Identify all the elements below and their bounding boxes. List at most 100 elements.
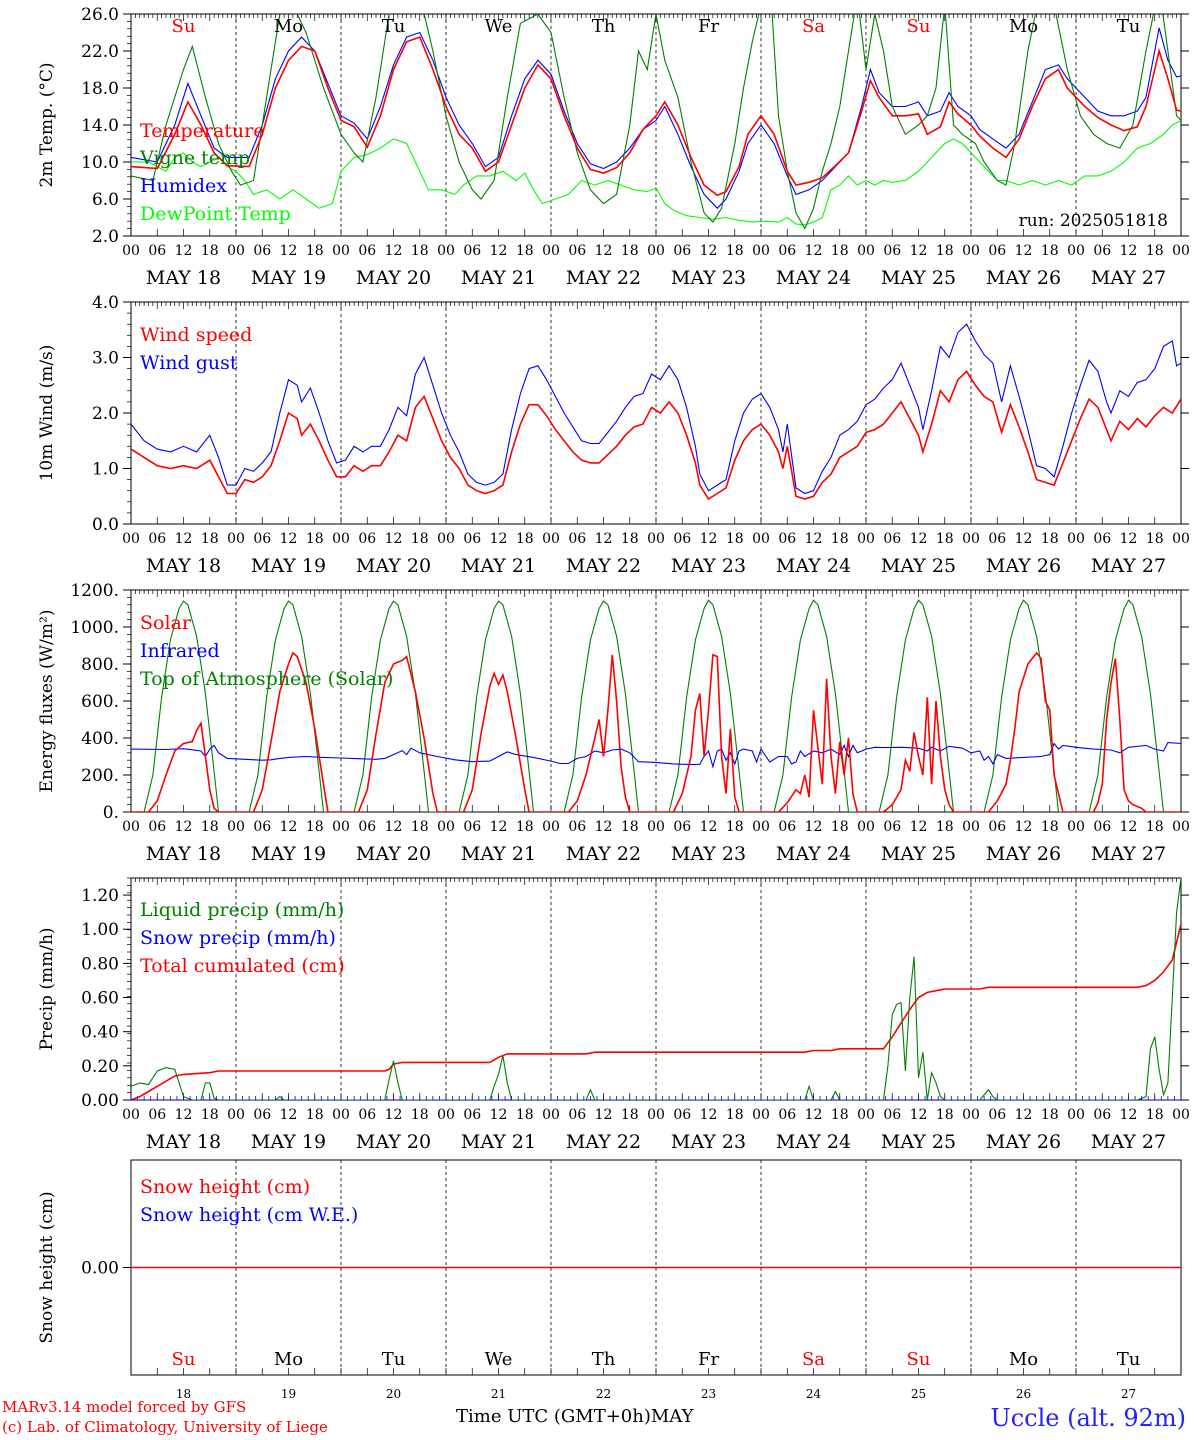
x-tick-label: 00 (542, 243, 560, 259)
x-tick-label: 12 (1120, 531, 1138, 547)
legend-entry: Temperature (140, 120, 264, 142)
x-tick-label: 18 (306, 531, 324, 547)
panel-2 (123, 301, 1189, 525)
x-tick-label: 00 (752, 243, 770, 259)
x-tick-label: 06 (148, 243, 166, 259)
x-tick-label: 18 (1146, 1107, 1164, 1123)
x-tick-label: 06 (673, 1107, 691, 1123)
x-tick-label: 00 (647, 243, 665, 259)
x-tick-label: 12 (175, 1107, 193, 1123)
y-tick-label: 22.0 (81, 42, 119, 62)
x-tick-label: 18 (1146, 243, 1164, 259)
x-tick-label: 18 (516, 819, 534, 835)
x-tick-label: 18 (726, 243, 744, 259)
x-tick-label: 00 (542, 1107, 560, 1123)
x-tick-label: 06 (148, 819, 166, 835)
x-tick-label: 18 (306, 1107, 324, 1123)
date-label: MAY 21 (461, 843, 536, 865)
y-axis-title: 2m Temp. (°C) (37, 62, 57, 187)
date-label: MAY 27 (1091, 555, 1166, 577)
day-number-label: 21 (491, 1387, 506, 1401)
weekday-label: Th (592, 1349, 616, 1370)
weekday-label: We (485, 1349, 513, 1370)
x-tick-label: 00 (227, 243, 245, 259)
weekday-label: Su (172, 16, 196, 37)
x-tick-label: 00 (122, 243, 140, 259)
weekday-label: Tu (382, 1349, 406, 1370)
x-tick-label: 00 (1172, 1107, 1190, 1123)
x-tick-label: 06 (1093, 243, 1111, 259)
x-tick-label: 18 (936, 243, 954, 259)
date-label: MAY 23 (671, 1131, 746, 1153)
day-number-label: 18 (176, 1387, 191, 1401)
legend-entry: Snow height (cm) (140, 1176, 310, 1198)
x-tick-label: 12 (700, 1107, 718, 1123)
x-tick-label: 12 (910, 819, 928, 835)
x-tick-label: 12 (280, 243, 298, 259)
x-tick-label: 00 (752, 531, 770, 547)
date-label: MAY 27 (1091, 267, 1166, 289)
y-tick-label: 1000. (70, 618, 119, 638)
x-tick-label: 18 (411, 531, 429, 547)
x-tick-label: 18 (831, 1107, 849, 1123)
x-tick-label: 18 (936, 819, 954, 835)
date-label: MAY 24 (776, 843, 851, 865)
x-tick-label: 06 (148, 1107, 166, 1123)
date-label: MAY 23 (671, 555, 746, 577)
y-tick-label: 10.0 (81, 153, 119, 173)
date-label: MAY 21 (461, 555, 536, 577)
x-tick-label: 18 (306, 819, 324, 835)
date-label: MAY 19 (251, 843, 326, 865)
y-tick-label: 800. (81, 655, 119, 675)
date-label: MAY 26 (986, 555, 1061, 577)
x-tick-label: 18 (1146, 531, 1164, 547)
date-label: MAY 27 (1091, 843, 1166, 865)
x-tick-label: 00 (647, 531, 665, 547)
date-label: MAY 19 (251, 267, 326, 289)
x-tick-label: 00 (857, 531, 875, 547)
y-tick-label: 0.00 (81, 1091, 119, 1111)
x-tick-label: 18 (306, 243, 324, 259)
y-tick-label: 4.0 (92, 293, 119, 313)
x-tick-label: 00 (1172, 819, 1190, 835)
y-tick-label: 600. (81, 692, 119, 712)
x-tick-label: 00 (437, 1107, 455, 1123)
x-tick-label: 06 (358, 1107, 376, 1123)
x-tick-label: 00 (122, 1107, 140, 1123)
x-tick-label: 06 (358, 531, 376, 547)
x-tick-label: 06 (883, 243, 901, 259)
x-tick-label: 00 (752, 1107, 770, 1123)
x-tick-label: 18 (516, 243, 534, 259)
weekday-label: Su (907, 16, 931, 37)
x-tick-label: 12 (385, 819, 403, 835)
series-line (131, 119, 1181, 226)
date-label: MAY 24 (776, 1131, 851, 1153)
x-tick-label: 12 (595, 243, 613, 259)
x-tick-label: 18 (621, 819, 639, 835)
x-tick-label: 12 (595, 819, 613, 835)
series-line (131, 742, 1181, 769)
x-tick-label: 12 (490, 531, 508, 547)
x-tick-label: 06 (463, 1107, 481, 1123)
y-tick-label: 0. (103, 803, 119, 823)
legend-entry: Solar (140, 612, 192, 634)
date-label: MAY 25 (881, 1131, 956, 1153)
x-tick-label: 06 (568, 531, 586, 547)
x-tick-label: 18 (411, 819, 429, 835)
y-tick-label: 1200. (70, 581, 119, 601)
x-tick-label: 18 (726, 1107, 744, 1123)
x-tick-label: 06 (673, 531, 691, 547)
x-tick-label: 18 (201, 819, 219, 835)
x-tick-label: 06 (988, 1107, 1006, 1123)
date-label: MAY 18 (146, 267, 221, 289)
y-tick-label: 26.0 (81, 5, 119, 25)
x-tick-label: 12 (805, 531, 823, 547)
date-label: MAY 26 (986, 843, 1061, 865)
x-tick-label: 00 (437, 531, 455, 547)
x-tick-label: 18 (411, 1107, 429, 1123)
x-tick-label: 18 (621, 243, 639, 259)
x-tick-label: 00 (122, 531, 140, 547)
legend-entry: Liquid precip (mm/h) (140, 899, 344, 921)
date-label: MAY 18 (146, 843, 221, 865)
series-line (131, 878, 1181, 1100)
